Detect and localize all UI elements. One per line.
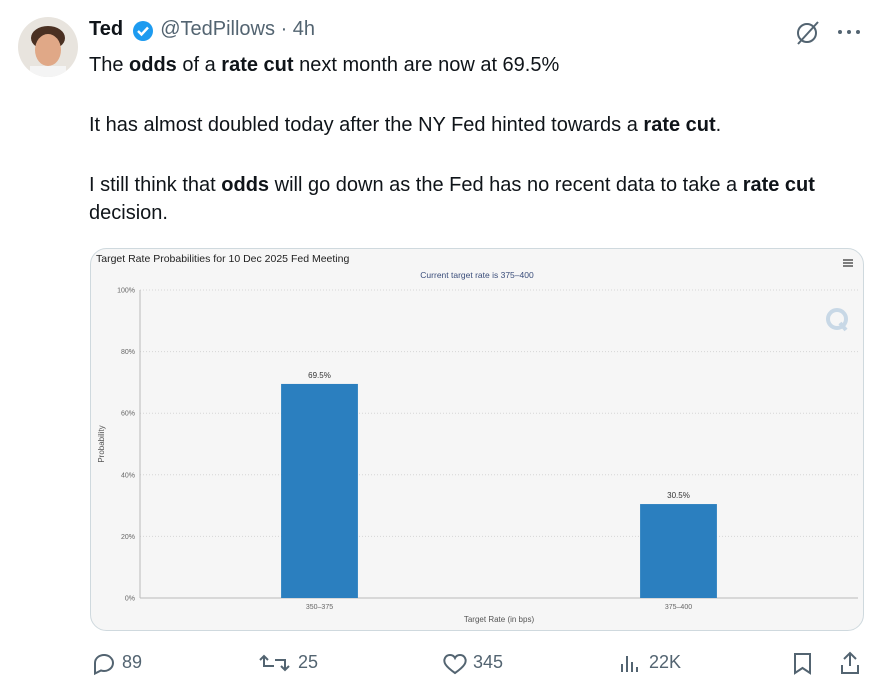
chart-subtitle: Current target rate is 375–400 <box>420 270 534 280</box>
bookmark-icon[interactable] <box>794 653 811 675</box>
watermark <box>826 308 848 332</box>
grok-icon[interactable] <box>797 21 819 45</box>
bar <box>281 383 358 598</box>
text-run: next month are now at 69.5% <box>293 54 560 76</box>
text-run: odds <box>221 174 270 196</box>
chart: Target Rate Probabilities for 10 Dec 202… <box>90 248 864 631</box>
share-icon[interactable] <box>841 651 859 674</box>
author-name[interactable]: Ted <box>89 18 124 40</box>
reply-icon[interactable] <box>93 653 114 676</box>
reply-count[interactable]: 89 <box>122 652 143 672</box>
x-tick-label: 350–375 <box>306 604 333 611</box>
verified-badge <box>133 21 153 41</box>
text-run: rate cut <box>221 54 294 76</box>
paragraph: It has almost doubled today after the NY… <box>89 111 829 139</box>
separator: · <box>280 18 288 40</box>
tweet-body: The odds of a rate cut next month are no… <box>89 51 829 259</box>
views-icon[interactable] <box>621 656 638 672</box>
text-run: The <box>89 54 130 76</box>
data-label: 30.5% <box>667 491 690 500</box>
text-run: of a <box>176 54 222 76</box>
text-run: rate cut <box>643 114 716 136</box>
y-axis-label: Probability <box>97 425 106 462</box>
chart-card <box>90 248 864 631</box>
text-run: odds <box>129 54 177 76</box>
author-handle[interactable]: @TedPillows <box>160 18 275 40</box>
timestamp[interactable]: 4h <box>292 18 316 40</box>
avatar[interactable] <box>18 17 78 80</box>
like-icon[interactable] <box>443 654 467 675</box>
like-count[interactable]: 345 <box>473 652 504 672</box>
text-run: . <box>715 114 722 136</box>
text-run: will go down as the Fed has no recent da… <box>269 174 743 196</box>
text-run: decision. <box>89 202 168 224</box>
more-icon[interactable] <box>838 30 860 34</box>
repost-icon[interactable] <box>259 654 290 672</box>
y-tick-label: 0% <box>125 596 135 603</box>
menu-icon[interactable] <box>843 259 853 267</box>
y-tick-label: 60% <box>121 411 135 418</box>
chart-title: Target Rate Probabilities for 10 Dec 202… <box>96 253 349 265</box>
y-tick-label: 40% <box>121 472 135 479</box>
text-run: rate cut <box>742 174 815 196</box>
data-label: 69.5% <box>308 371 331 380</box>
y-tick-label: 100% <box>117 288 135 295</box>
paragraph: The odds of a rate cut next month are no… <box>89 51 829 79</box>
paragraph: I still think that odds will go down as … <box>89 171 829 227</box>
x-tick-label: 375–400 <box>665 604 692 611</box>
tweet-header: Ted @TedPillows · 4h <box>89 18 315 41</box>
view-count[interactable]: 22K <box>649 652 682 672</box>
bar <box>640 504 717 598</box>
y-tick-label: 20% <box>121 534 135 541</box>
y-tick-label: 80% <box>121 349 135 356</box>
repost-count[interactable]: 25 <box>298 652 319 672</box>
x-axis-label: Target Rate (in bps) <box>464 615 535 624</box>
text-run: It has almost doubled today after the NY… <box>89 114 644 136</box>
text-run: I still think that <box>89 174 222 196</box>
